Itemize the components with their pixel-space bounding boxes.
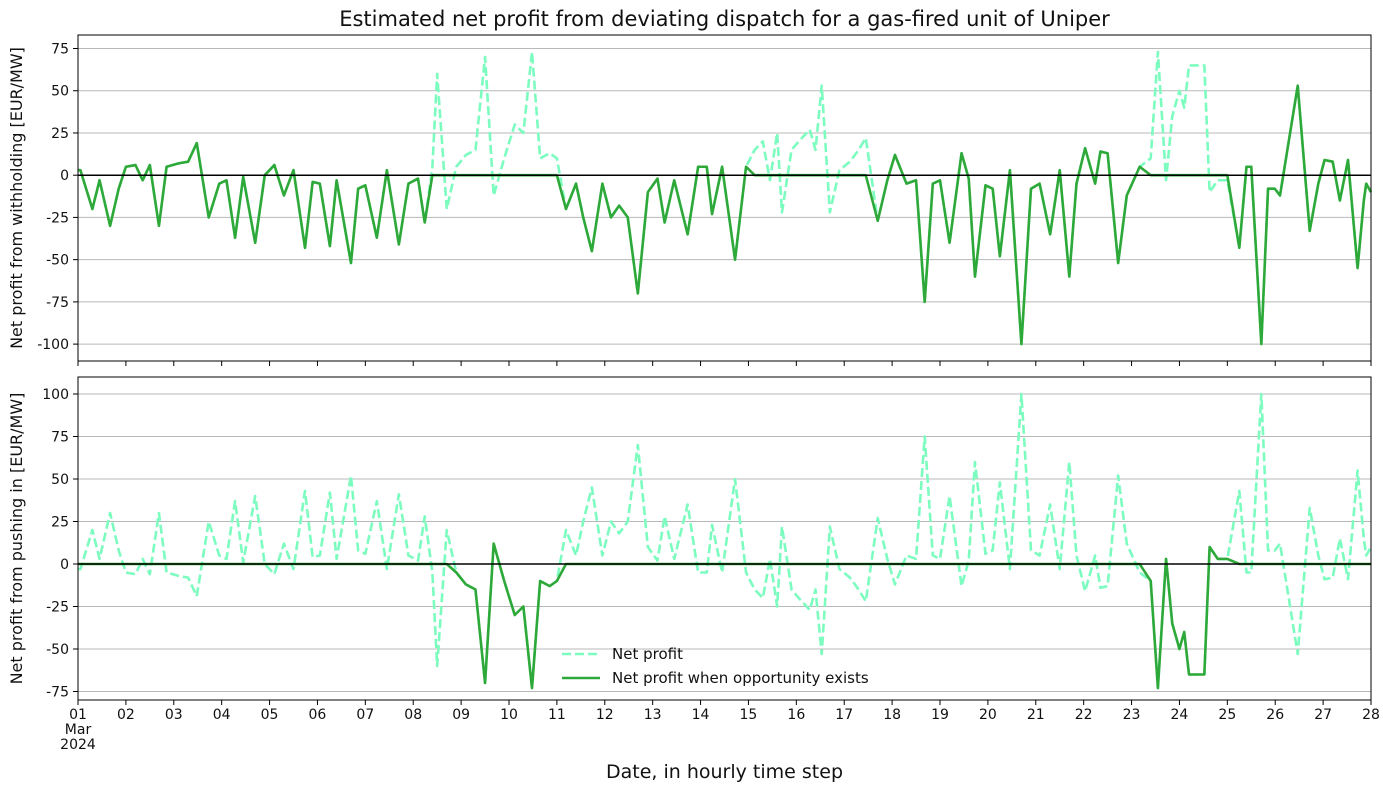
series-line bbox=[78, 84, 1373, 346]
x-tick-label: 14 bbox=[691, 707, 710, 723]
series-line bbox=[78, 542, 1371, 690]
x-tick-label: 12 bbox=[595, 707, 614, 723]
y-tick-label: 0 bbox=[60, 168, 69, 184]
y-tick-label: 100 bbox=[42, 387, 69, 403]
x-tick-label: 01 Mar 2024 bbox=[60, 707, 96, 753]
x-tick-label: 06 bbox=[308, 707, 327, 723]
x-tick-label: 26 bbox=[1266, 707, 1285, 723]
y-axis-label: Net profit from pushing in [EUR/MW] bbox=[7, 393, 26, 685]
x-tick-label: 08 bbox=[404, 707, 423, 723]
x-tick-label: 25 bbox=[1218, 707, 1237, 723]
legend-label: Net profit bbox=[612, 645, 683, 663]
x-tick-label: 27 bbox=[1314, 707, 1333, 723]
x-tick-label: 10 bbox=[500, 707, 518, 723]
y-tick-label: 50 bbox=[51, 472, 69, 488]
x-tick-label: 13 bbox=[643, 707, 662, 723]
y-tick-label: 75 bbox=[51, 42, 69, 58]
x-tick-label: 15 bbox=[739, 707, 758, 723]
x-tick-label: 23 bbox=[1122, 707, 1141, 723]
y-tick-label: -75 bbox=[46, 685, 69, 701]
x-tick-label: 17 bbox=[835, 707, 854, 723]
x-tick-label: 09 bbox=[452, 707, 471, 723]
x-tick-label: 19 bbox=[931, 707, 949, 723]
x-tick-label: 18 bbox=[883, 707, 902, 723]
y-axis-label: Net profit from withholding [EUR/MW] bbox=[7, 47, 26, 349]
y-tick-label: 50 bbox=[51, 84, 69, 100]
x-tick-label: 16 bbox=[787, 707, 806, 723]
x-tick-label: 07 bbox=[356, 707, 375, 723]
x-axis-label: Date, in hourly time step bbox=[606, 761, 843, 783]
series-line bbox=[78, 50, 1373, 346]
x-tick-label: 28 bbox=[1362, 707, 1380, 723]
y-tick-label: -25 bbox=[46, 210, 69, 226]
x-tick-label: 11 bbox=[547, 707, 566, 723]
x-tick-label: 02 bbox=[116, 707, 135, 723]
y-tick-label: -25 bbox=[46, 600, 69, 616]
y-tick-label: -50 bbox=[46, 253, 69, 269]
x-tick-label: 03 bbox=[164, 707, 183, 723]
y-tick-label: 25 bbox=[51, 515, 69, 531]
chart-title: Estimated net profit from deviating disp… bbox=[339, 7, 1110, 31]
x-tick-label: 22 bbox=[1074, 707, 1093, 723]
plot-frame bbox=[77, 376, 1372, 701]
x-tick-label: 04 bbox=[212, 707, 231, 723]
plot-frame bbox=[77, 34, 1372, 362]
legend-label: Net profit when opportunity exists bbox=[612, 669, 869, 687]
y-tick-label: 25 bbox=[51, 126, 69, 142]
x-tick-label: 21 bbox=[1026, 707, 1045, 723]
y-tick-label: 0 bbox=[60, 557, 69, 573]
y-tick-label: -75 bbox=[46, 295, 69, 311]
y-tick-label: -50 bbox=[46, 642, 69, 658]
y-tick-label: -100 bbox=[37, 337, 69, 353]
x-tick-label: 05 bbox=[260, 707, 279, 723]
y-tick-label: 75 bbox=[51, 430, 69, 446]
x-tick-label: 24 bbox=[1170, 707, 1189, 723]
x-tick-label: 20 bbox=[978, 707, 997, 723]
